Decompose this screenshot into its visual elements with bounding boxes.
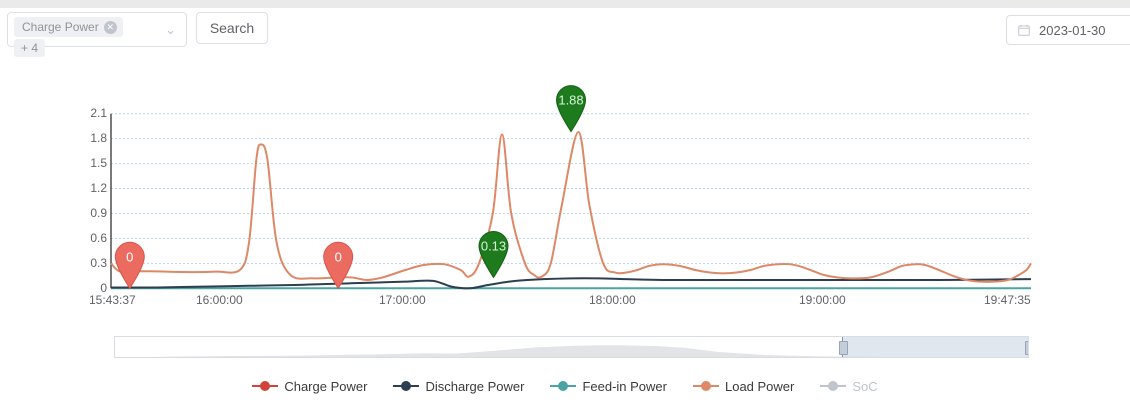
svg-text:0: 0 bbox=[335, 249, 342, 264]
svg-text:1.88: 1.88 bbox=[558, 93, 583, 108]
svg-text:0: 0 bbox=[126, 249, 133, 264]
svg-text:0.13: 0.13 bbox=[481, 239, 506, 254]
